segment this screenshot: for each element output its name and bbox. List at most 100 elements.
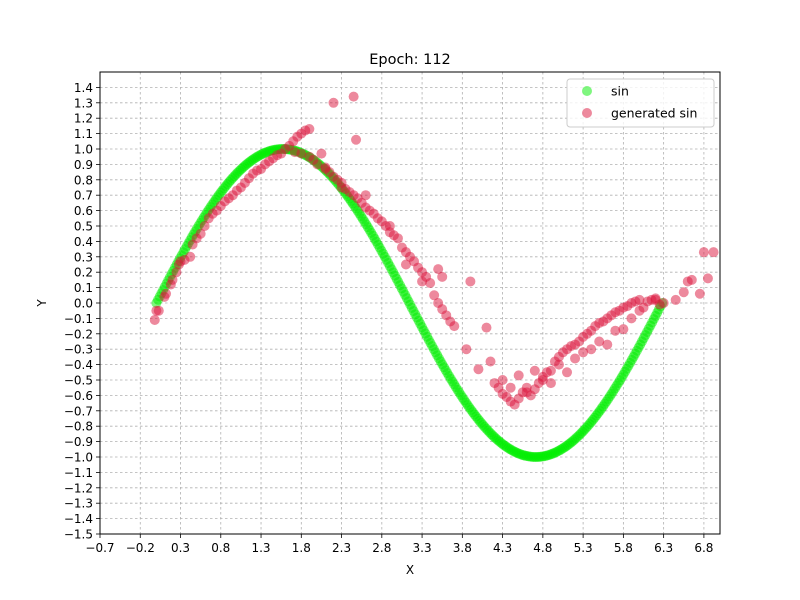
y-tick-label: 0.0 — [74, 297, 93, 311]
y-tick-label: −0.2 — [64, 327, 93, 341]
generated-sin-point — [658, 298, 669, 308]
y-tick-label: −1.0 — [64, 451, 93, 465]
generated-sin-point — [505, 382, 516, 393]
generated-sin-point — [348, 91, 359, 102]
y-tick-label: −0.4 — [64, 358, 93, 372]
generated-sin-point — [425, 277, 436, 288]
generated-sin-point — [312, 159, 323, 170]
x-tick-label: 2.3 — [332, 541, 351, 555]
y-tick-label: −1.1 — [64, 466, 93, 480]
y-tick-label: −0.1 — [64, 312, 93, 326]
generated-sin-point — [304, 123, 315, 134]
generated-sin-point — [686, 274, 697, 285]
generated-sin-point — [392, 233, 403, 244]
generated-sin-point — [400, 259, 411, 270]
generated-sin-point — [678, 287, 689, 298]
chart-title: Epoch: 112 — [369, 52, 451, 68]
generated-sin-point — [320, 164, 331, 175]
x-tick-label: 4.3 — [493, 541, 512, 555]
y-tick-label: −0.7 — [64, 404, 93, 418]
y-tick-label: 0.9 — [74, 158, 93, 172]
generated-sin-point — [437, 271, 448, 282]
legend-box — [566, 78, 715, 128]
generated-sin-point — [316, 148, 327, 159]
y-tick-label: 0.1 — [74, 281, 93, 295]
generated-sin-point — [618, 324, 629, 335]
generated-sin-point — [638, 302, 649, 313]
generated-sin-point — [537, 375, 548, 385]
x-tick-label: 5.8 — [614, 541, 633, 555]
y-tick-label: 1.3 — [74, 96, 93, 110]
generated-sin-point — [497, 375, 508, 385]
generated-sin-point — [670, 294, 681, 305]
generated-sin-point — [433, 264, 444, 275]
legend-label-generated-sin: generated sin — [611, 106, 697, 121]
x-tick-label: 3.8 — [453, 541, 472, 555]
legend-marker-sin — [582, 86, 592, 96]
generated-sin-point — [626, 313, 637, 324]
y-tick-label: 1.4 — [74, 81, 93, 95]
y-tick-label: 0.3 — [74, 250, 93, 264]
x-tick-label: 6.3 — [654, 541, 673, 555]
x-tick-label: 3.3 — [413, 541, 432, 555]
series-generated-sin — [149, 91, 719, 410]
y-tick-label: 0.6 — [74, 204, 93, 218]
y-tick-label: −0.8 — [64, 420, 93, 434]
y-tick-label: −1.2 — [64, 481, 93, 495]
generated-sin-point — [449, 321, 460, 332]
generated-sin-point — [529, 365, 540, 376]
generated-sin-point — [521, 387, 532, 398]
generated-sin-point — [578, 347, 589, 358]
y-tick-label: −0.3 — [64, 343, 93, 357]
legend-marker-generated-sin — [582, 108, 592, 118]
y-tick-label: 1.1 — [74, 127, 93, 141]
y-tick-label: 0.2 — [74, 266, 93, 280]
generated-sin-point — [296, 148, 307, 159]
x-tick-label: 5.3 — [574, 541, 593, 555]
generated-sin-point — [328, 97, 339, 108]
generated-sin-point — [650, 293, 661, 304]
generated-sin-point — [351, 134, 362, 145]
x-tick-label: −0.7 — [85, 541, 114, 555]
generated-sin-point — [465, 276, 476, 287]
generated-sin-point — [195, 228, 206, 239]
generated-sin-point — [513, 370, 524, 381]
generated-sin-point — [429, 290, 440, 301]
y-tick-label: 1.0 — [74, 143, 93, 157]
generated-sin-point — [417, 276, 428, 287]
generated-sin-point — [708, 247, 719, 258]
y-tick-label: −0.5 — [64, 374, 93, 388]
generated-sin-point — [570, 353, 581, 364]
generated-sin-point — [185, 251, 196, 262]
generated-sin-point — [553, 359, 564, 370]
generated-sin-point — [336, 182, 347, 193]
generated-sin-point — [634, 294, 645, 305]
y-tick-label: −1.4 — [64, 512, 93, 526]
generated-sin-point — [153, 305, 164, 316]
y-tick-label: 0.8 — [74, 173, 93, 187]
generated-sin-point — [545, 378, 556, 389]
generated-sin-point — [602, 339, 613, 350]
x-axis-label: X — [406, 563, 414, 577]
y-tick-label: −0.6 — [64, 389, 93, 403]
y-tick-label: −1.5 — [64, 528, 93, 542]
x-tick-label: 4.8 — [533, 541, 552, 555]
generated-sin-point — [698, 247, 709, 258]
generated-sin-point — [481, 322, 492, 333]
x-tick-label: 6.8 — [694, 541, 713, 555]
y-tick-label: −0.9 — [64, 435, 93, 449]
generated-sin-point — [694, 288, 705, 299]
legend-label-sin: sin — [611, 84, 629, 99]
generated-sin-point — [562, 367, 573, 378]
x-tick-label: 1.3 — [251, 541, 270, 555]
y-tick-label: 0.7 — [74, 189, 93, 203]
y-tick-label: −1.3 — [64, 497, 93, 511]
generated-sin-point — [485, 356, 496, 367]
generated-sin-point — [473, 364, 484, 375]
generated-sin-point — [199, 221, 210, 231]
x-tick-label: −0.2 — [126, 541, 155, 555]
generated-sin-point — [586, 344, 597, 355]
generated-sin-point — [594, 336, 605, 347]
y-tick-label: 0.4 — [74, 235, 93, 249]
